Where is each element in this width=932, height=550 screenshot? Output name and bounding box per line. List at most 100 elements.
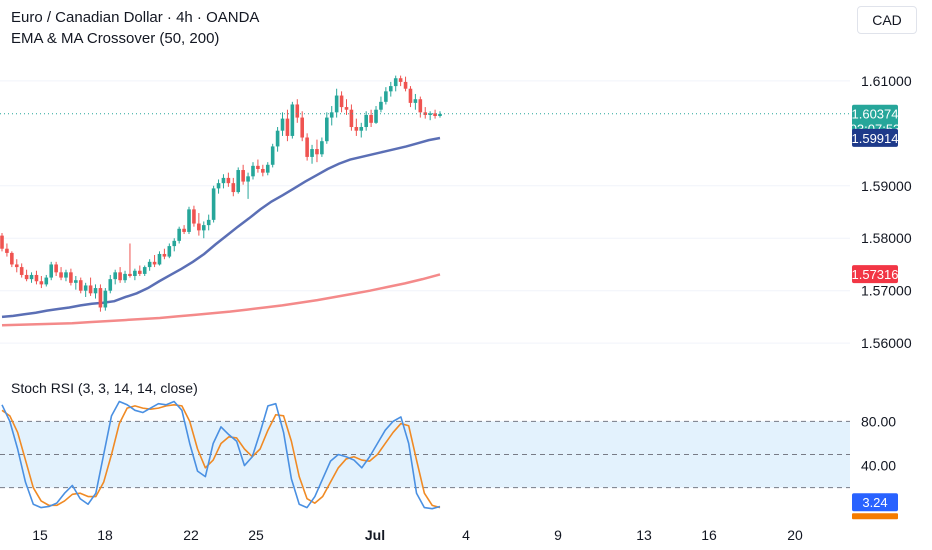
candle — [364, 111, 368, 131]
time-axis[interactable]: 15 18 22 25 Jul 4 9 13 16 20 — [32, 527, 803, 543]
candle — [152, 255, 157, 268]
stoch-k-line — [1, 400, 441, 510]
ema-badge-bg — [852, 128, 898, 147]
price-tick-label: 1.61000 — [861, 73, 912, 89]
candle — [369, 109, 373, 128]
candle-body — [379, 101, 383, 110]
candle — [64, 269, 68, 282]
candle — [305, 133, 309, 161]
stoch-k-badge-text: 3.24 — [862, 495, 887, 510]
candle — [201, 221, 206, 239]
candle-body — [162, 253, 167, 257]
candle-body — [133, 270, 137, 276]
candle-body — [83, 285, 88, 291]
candle — [408, 86, 413, 108]
candle — [54, 261, 58, 276]
osc-tick-label: 40.00 — [861, 458, 896, 474]
candle-body — [54, 264, 58, 273]
indicator-title[interactable]: EMA & MA Crossover (50, 200) — [11, 30, 220, 47]
oscillator-axis[interactable]: 80.00 40.00 — [861, 413, 896, 473]
candle-body — [69, 272, 73, 283]
candle-body — [49, 264, 54, 278]
candle-body — [10, 252, 14, 265]
candle — [256, 159, 260, 173]
oscillator-title[interactable]: Stoch RSI (3, 3, 14, 14, close) — [11, 380, 198, 396]
candle-body — [103, 290, 108, 308]
candle — [359, 122, 364, 138]
candle — [39, 276, 44, 289]
candle-body — [290, 104, 295, 136]
price-tick-label: 1.57000 — [861, 283, 912, 299]
candle-body — [359, 127, 364, 131]
candle-body — [5, 248, 9, 253]
stoch-overbought-oversold-band — [0, 420, 850, 489]
candle-body — [246, 176, 250, 182]
ema-50-line — [1, 136, 441, 319]
time-tick-label: 18 — [97, 527, 113, 543]
candle-body — [438, 113, 442, 116]
candle-body — [315, 149, 319, 155]
ma-badge-bg — [852, 265, 898, 284]
candle-body — [325, 117, 329, 142]
candle — [19, 263, 24, 278]
candle-body — [349, 109, 354, 128]
candle — [236, 167, 241, 194]
candle-body — [428, 113, 432, 115]
candle-body — [344, 107, 349, 110]
candle-body — [413, 99, 418, 103]
candle-body — [251, 165, 255, 177]
candle-body — [280, 118, 285, 131]
candle — [241, 164, 245, 185]
ema-badge: 1.59914 — [852, 128, 899, 147]
candle-body — [388, 86, 393, 92]
candle — [123, 270, 127, 283]
candle-body — [113, 272, 117, 280]
candle — [349, 104, 354, 131]
candle — [290, 101, 295, 139]
candle — [0, 232, 4, 252]
candle — [334, 88, 339, 118]
candle — [113, 269, 117, 285]
candle — [142, 265, 147, 276]
candle-body — [403, 81, 408, 89]
candle-body — [206, 219, 211, 226]
candle — [14, 259, 19, 273]
candle — [374, 106, 378, 124]
candle-body — [275, 130, 280, 147]
time-tick-label: 16 — [701, 527, 717, 543]
candle — [147, 259, 152, 271]
candle-body — [152, 261, 157, 265]
candle-body — [295, 104, 300, 118]
candle — [192, 205, 196, 227]
candle — [177, 226, 181, 244]
candle — [98, 284, 103, 312]
time-tick-label: 15 — [32, 527, 48, 543]
candle-body — [157, 253, 162, 265]
candle — [344, 99, 349, 115]
candle — [187, 206, 191, 235]
candle-body — [88, 285, 93, 294]
candle — [10, 251, 14, 268]
candle-body — [118, 272, 122, 281]
ema-badge-text: 1.59914 — [852, 131, 899, 146]
currency-button[interactable]: CAD — [857, 6, 917, 34]
candle — [354, 118, 359, 136]
candle-body — [364, 114, 368, 128]
price-axis[interactable]: 1.56000 1.57000 1.58000 1.59000 1.61000 — [861, 73, 912, 351]
ma-200-polyline — [1, 273, 441, 327]
candle-body — [24, 274, 29, 280]
candle — [221, 174, 226, 189]
candle-body — [354, 127, 359, 131]
candle — [118, 267, 122, 283]
candle-body — [211, 188, 216, 220]
candle-body — [14, 264, 19, 268]
candle-body — [369, 114, 373, 123]
candle — [88, 277, 93, 296]
candle — [339, 91, 344, 113]
candle — [246, 172, 250, 199]
time-tick-label: 25 — [248, 527, 264, 543]
candle-body — [320, 141, 324, 155]
candle-body — [29, 274, 34, 280]
candle — [428, 111, 432, 121]
